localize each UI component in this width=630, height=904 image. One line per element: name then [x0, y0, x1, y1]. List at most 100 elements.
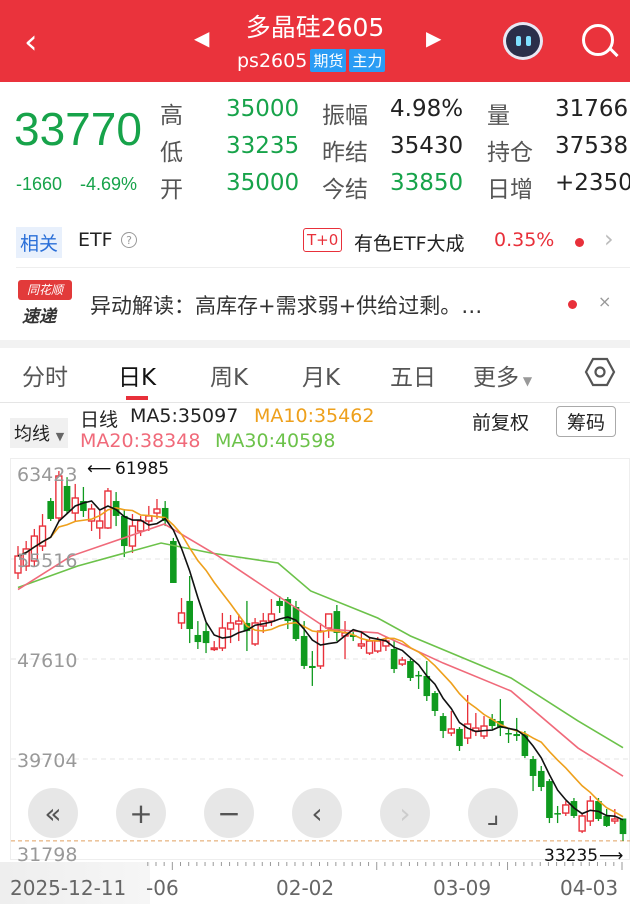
tab-0[interactable]: 分时	[22, 358, 68, 392]
quote-value: +2350	[555, 170, 630, 196]
quote-label: 高	[160, 103, 183, 129]
axis-start-overlay	[0, 862, 150, 904]
last-price: 33770	[14, 103, 142, 155]
candle-body	[456, 728, 463, 747]
candle-body	[316, 630, 325, 667]
quote-value: 31766	[555, 96, 629, 122]
candle-body	[177, 612, 186, 624]
settings-icon[interactable]	[584, 356, 616, 388]
candle-body	[374, 640, 382, 652]
divider	[16, 267, 630, 268]
kline-chart[interactable]: 63423 55516 47610 39704 31798 ⟵ 61985 33235 ⟶	[10, 458, 630, 866]
zoom-in-icon: +	[129, 796, 153, 830]
tag-futures: 期货	[310, 49, 347, 72]
tab-3[interactable]: 月K	[302, 358, 340, 392]
quote-label: 低	[160, 140, 183, 166]
search-icon[interactable]	[582, 24, 619, 58]
candle-body	[210, 647, 218, 651]
tab-5[interactable]: 更多 ▼	[473, 358, 532, 392]
candle-body	[87, 508, 96, 522]
tab-label: 月K	[302, 365, 341, 391]
candle-body	[276, 600, 283, 607]
tab-1[interactable]: 日K	[118, 358, 156, 392]
ma5-value: MA5:35097	[130, 405, 239, 427]
x-label: 02-02	[276, 876, 335, 900]
close-icon[interactable]: ×	[598, 292, 612, 311]
x-axis: 2025-12-11 -06 02-02 03-09 04-03	[0, 862, 630, 904]
candle-body	[202, 631, 210, 644]
unread-dot-icon	[575, 238, 584, 247]
prev-contract-icon[interactable]: ◀	[194, 26, 210, 50]
scroll-right-icon: ›	[399, 796, 411, 830]
y-tick-label: 39704	[17, 750, 77, 772]
ma20-line	[17, 523, 624, 777]
quote-value: 37538	[555, 133, 629, 159]
help-icon[interactable]: ?	[121, 232, 137, 248]
scroll-left-icon: ‹	[311, 796, 323, 830]
candle-body	[22, 548, 30, 567]
back-icon[interactable]: ‹	[24, 22, 38, 62]
section-separator	[0, 340, 630, 348]
related-etf-row[interactable]: 相关 ETF ? T+0 有色ETF大成 0.35% ›	[0, 215, 630, 267]
scroll-left-button[interactable]: ‹	[292, 788, 342, 838]
candle-body	[562, 804, 570, 814]
chevron-right-icon[interactable]: ›	[604, 225, 614, 253]
price-change-pct: -4.69%	[80, 174, 138, 194]
etf-change: 0.35%	[494, 229, 555, 251]
y-tick-label: 63423	[17, 464, 77, 486]
scroll-left-fast-button[interactable]: «	[28, 788, 78, 838]
tab-4[interactable]: 五日	[390, 358, 436, 392]
x-label: 04-03	[560, 876, 619, 900]
fullscreen-button[interactable]: ⌟	[468, 788, 518, 838]
candle-body	[415, 674, 422, 677]
quote-value: 35430	[390, 133, 464, 159]
ma10-value: MA10:35462	[254, 405, 375, 427]
ma-legend: 均线 ▼ 日线 MA5:35097 MA10:35462 MA20:38348 …	[0, 403, 630, 455]
candle-body	[153, 508, 161, 514]
candle-body	[505, 732, 512, 735]
kline-svg: 63423 55516 47610 39704 31798 ⟵ 61985 33235 ⟶	[11, 459, 630, 866]
scroll-right-button[interactable]: ›	[380, 788, 430, 838]
candle-body	[80, 501, 87, 512]
candle-body	[488, 718, 496, 727]
dropdown-arrow-icon: ▼	[55, 430, 65, 443]
candle-body	[407, 661, 414, 678]
ths-logo-bottom: 速递	[22, 307, 56, 327]
ma20-value: MA20:38348	[80, 430, 201, 452]
contract-subtitle: ps2605 期货 主力	[237, 49, 386, 72]
candle-body	[431, 693, 439, 711]
robot-assistant-icon[interactable]	[503, 22, 543, 60]
news-text[interactable]: 异动解读：高库存+需求弱+供给过剩。…	[90, 294, 483, 318]
tab-label: 五日	[390, 365, 436, 391]
candle-body	[554, 813, 561, 815]
candle-body	[63, 485, 71, 512]
news-row[interactable]: 同花顺 速递 异动解读：高库存+需求弱+供给过剩。… ×	[0, 270, 630, 338]
header-bar: ‹ ◀ 多晶硅2605 ▶ ps2605 期货 主力	[0, 0, 630, 82]
candle-body	[603, 815, 610, 826]
candle-body	[619, 818, 627, 835]
quote-value: 33235	[226, 133, 300, 159]
x-label: 03-09	[433, 876, 492, 900]
ma-type-dropdown[interactable]: 均线 ▼	[10, 418, 69, 448]
zoom-out-button[interactable]: −	[204, 788, 254, 838]
ths-logo-top: 同花顺	[18, 280, 72, 300]
candle-body	[300, 635, 308, 666]
chips-button[interactable]: 筹码	[556, 406, 617, 437]
min-price-marker: 33235	[544, 846, 598, 866]
divider	[0, 402, 630, 403]
quote-value: 35000	[226, 170, 300, 196]
candle-body	[161, 507, 169, 522]
tab-label: 周K	[210, 365, 249, 391]
tab-label: 分时	[22, 365, 68, 391]
zoom-in-button[interactable]: +	[116, 788, 166, 838]
candle-body	[47, 501, 55, 519]
candle-body	[284, 599, 292, 622]
tab-2[interactable]: 周K	[210, 358, 248, 392]
candle-body	[463, 723, 472, 739]
quote-label: 今结	[322, 177, 368, 203]
candle-body	[529, 759, 537, 776]
adjust-mode-button[interactable]: 前复权	[472, 412, 530, 434]
candle-body	[186, 600, 193, 630]
next-contract-icon[interactable]: ▶	[426, 26, 442, 50]
candle-body	[145, 515, 153, 522]
